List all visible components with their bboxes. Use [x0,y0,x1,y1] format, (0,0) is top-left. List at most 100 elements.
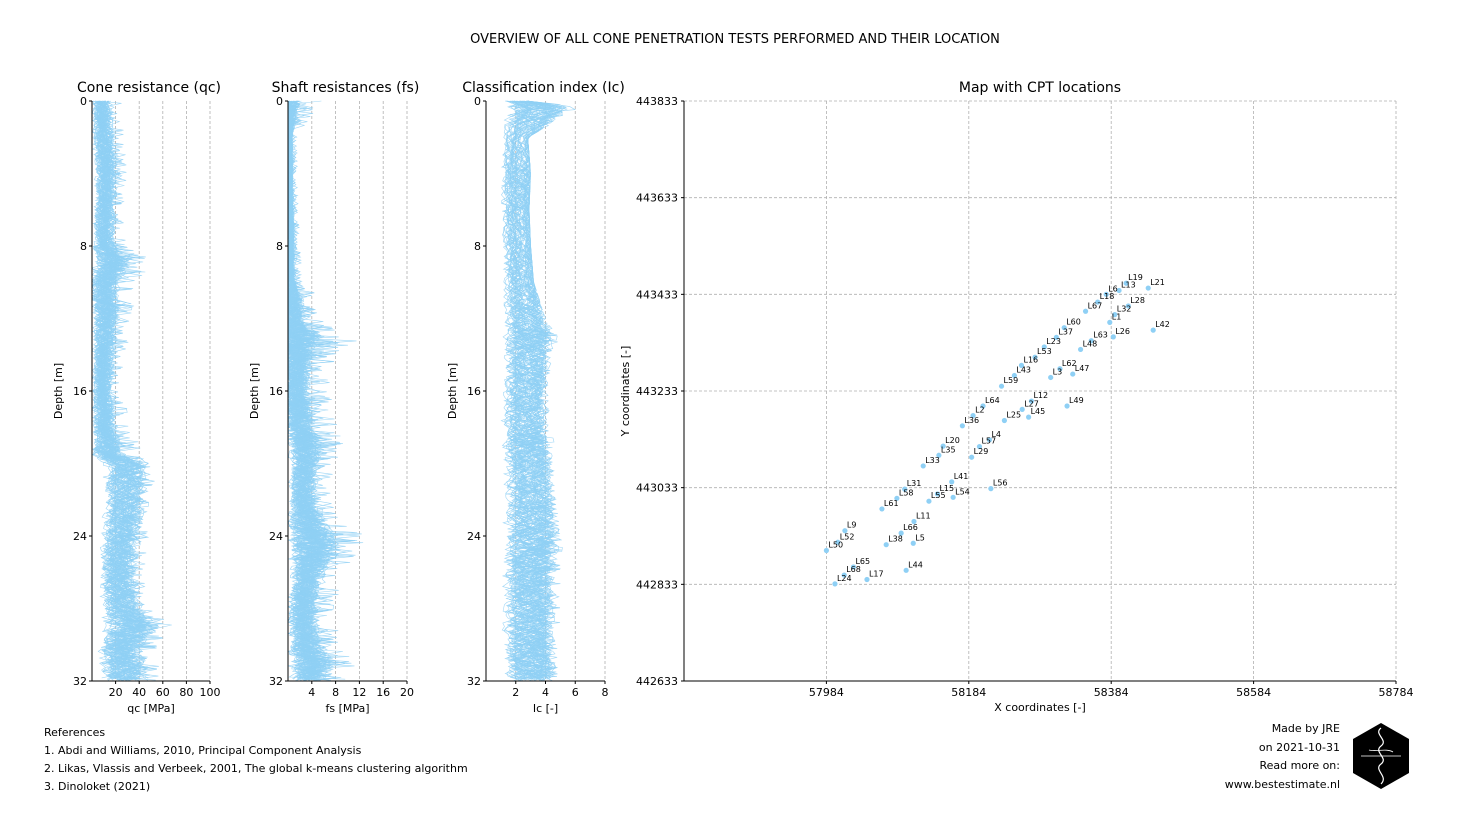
cpt-location-label: L66 [903,523,918,532]
cpt-location-point [864,576,870,583]
cpt-location-label: L12 [1033,391,1048,400]
x-tick-label: 4 [542,686,549,699]
cpt-location-point [1077,346,1084,353]
x-tick-label: 60 [156,686,170,699]
cpt-location-point [911,518,917,525]
cpt-location-label: L6 [1108,284,1118,293]
cpt-location-label: L47 [1075,364,1090,373]
cpt-location-label: L9 [847,521,857,530]
y-tick-label: 24 [73,530,87,543]
cpt-trace-line [517,100,556,681]
cpt-location-label: L18 [1100,292,1115,301]
cpt-location-label: L15 [939,484,954,493]
cpt-trace-line [519,100,553,681]
cpt-trace-line [506,100,554,680]
cpt-location-point [1095,299,1101,305]
x-tick-label: 8 [332,686,339,699]
cpt-location-point [950,494,956,500]
cpt-traces [500,100,577,682]
cpt-location-label: L25 [1006,410,1021,419]
cpt-location-point [949,479,955,485]
cpt-location-point [1082,308,1089,314]
cpt-location-point [986,437,993,443]
y-tick-label: 16 [269,385,283,398]
cpt-trace-line [500,100,550,679]
cpt-location-label: L68 [846,565,861,574]
y-tick-label: 16 [73,385,87,398]
y-axis-label: Depth [m] [248,363,261,419]
cpt-location-point [823,547,830,554]
cpt-location-label: L53 [1037,347,1052,356]
cpt-location-point [842,528,848,534]
y-tick-label: 8 [474,240,481,253]
cpt-location-label: L59 [1004,376,1019,385]
cpt-location-point [1026,414,1032,420]
cpt-location-point [894,495,900,501]
x-tick-label: 20 [109,686,123,699]
cpt-location-label: L67 [1088,301,1103,310]
cpt-location-point [1088,338,1094,344]
cpt-location-point [1064,403,1070,409]
map-y-tick-label: 442833 [636,578,678,591]
cpt-location-point [1028,398,1035,404]
cpt-location-label: L49 [1069,396,1084,405]
cpt-location-label: L45 [1031,407,1046,416]
cpt-location-point [980,403,986,409]
map-y-tick-label: 442633 [636,675,678,688]
cpt-location-label: L19 [1128,273,1143,282]
cpt-location-point [1123,280,1129,286]
cpt-location-label: L44 [908,560,923,569]
cpt-location-point [1048,374,1054,381]
cpt-trace-line [96,100,153,680]
profile-panel-2: 0 8 16 24 32 4 8 12 16 20 Shaft resistances (fs) fs… [248,80,419,715]
cpt-trace-line [521,100,566,680]
y-tick-label: 32 [73,675,87,688]
y-axis-label: Depth [m] [52,363,65,419]
cpt-location-point [1070,371,1076,377]
cpt-location-label: L31 [907,479,922,488]
cpt-location-label: L27 [1024,399,1039,408]
cpt-location-label: L50 [828,541,843,550]
cpt-location-label: L48 [1083,339,1098,348]
x-tick-label: 2 [512,686,519,699]
cpt-location-label: L52 [840,532,855,541]
cpt-location-label: L3 [1053,367,1063,376]
x-tick-label: 80 [179,686,193,699]
cpt-location-point [1018,362,1025,368]
cpt-location-point [970,413,976,419]
cpt-location-label: L37 [1058,327,1073,336]
cpt-trace-line [506,100,560,678]
cpt-location-point [841,572,847,578]
made-date: on 2021-10-31 [1258,740,1340,754]
cpt-location-point [1057,366,1063,372]
cpt-location-point [1032,354,1038,360]
cpt-location-label: L24 [837,574,852,583]
cpt-trace-line [97,100,154,681]
y-tick-label: 0 [474,95,481,108]
y-axis-label: Depth [m] [446,363,459,419]
cpt-location-label: L41 [954,472,969,481]
credits: Made by JRE on 2021-10-31 Read more on: … [1225,720,1340,794]
panel-title: Cone resistance (qc) [77,80,221,96]
cpt-location-point [1150,327,1156,333]
y-tick-label: 32 [467,675,481,688]
cpt-location-point [832,581,838,587]
cpt-trace-line [521,100,563,680]
cpt-location-label: L63 [1093,331,1108,340]
cpt-location-label: L29 [974,447,989,456]
cpt-location-label: L17 [869,570,884,579]
references: References 1. Abdi and Williams, 2010, P… [44,724,468,796]
map-x-tick-label: 58784 [1379,686,1414,699]
read-more: Read more on: [1259,759,1340,772]
cpt-location-label: L16 [1023,355,1038,364]
cpt-trace-line [503,100,558,680]
x-tick-label: 8 [602,686,609,699]
cpt-location-label: L61 [884,499,899,508]
website-link[interactable]: www.bestestimate.nl [1224,777,1340,791]
cpt-location-label: L28 [1130,296,1145,305]
cpt-location-point [1103,291,1109,297]
reference-item-3: 3. Dinoloket (2021) [44,780,151,793]
map-y-tick-label: 443233 [636,385,678,398]
